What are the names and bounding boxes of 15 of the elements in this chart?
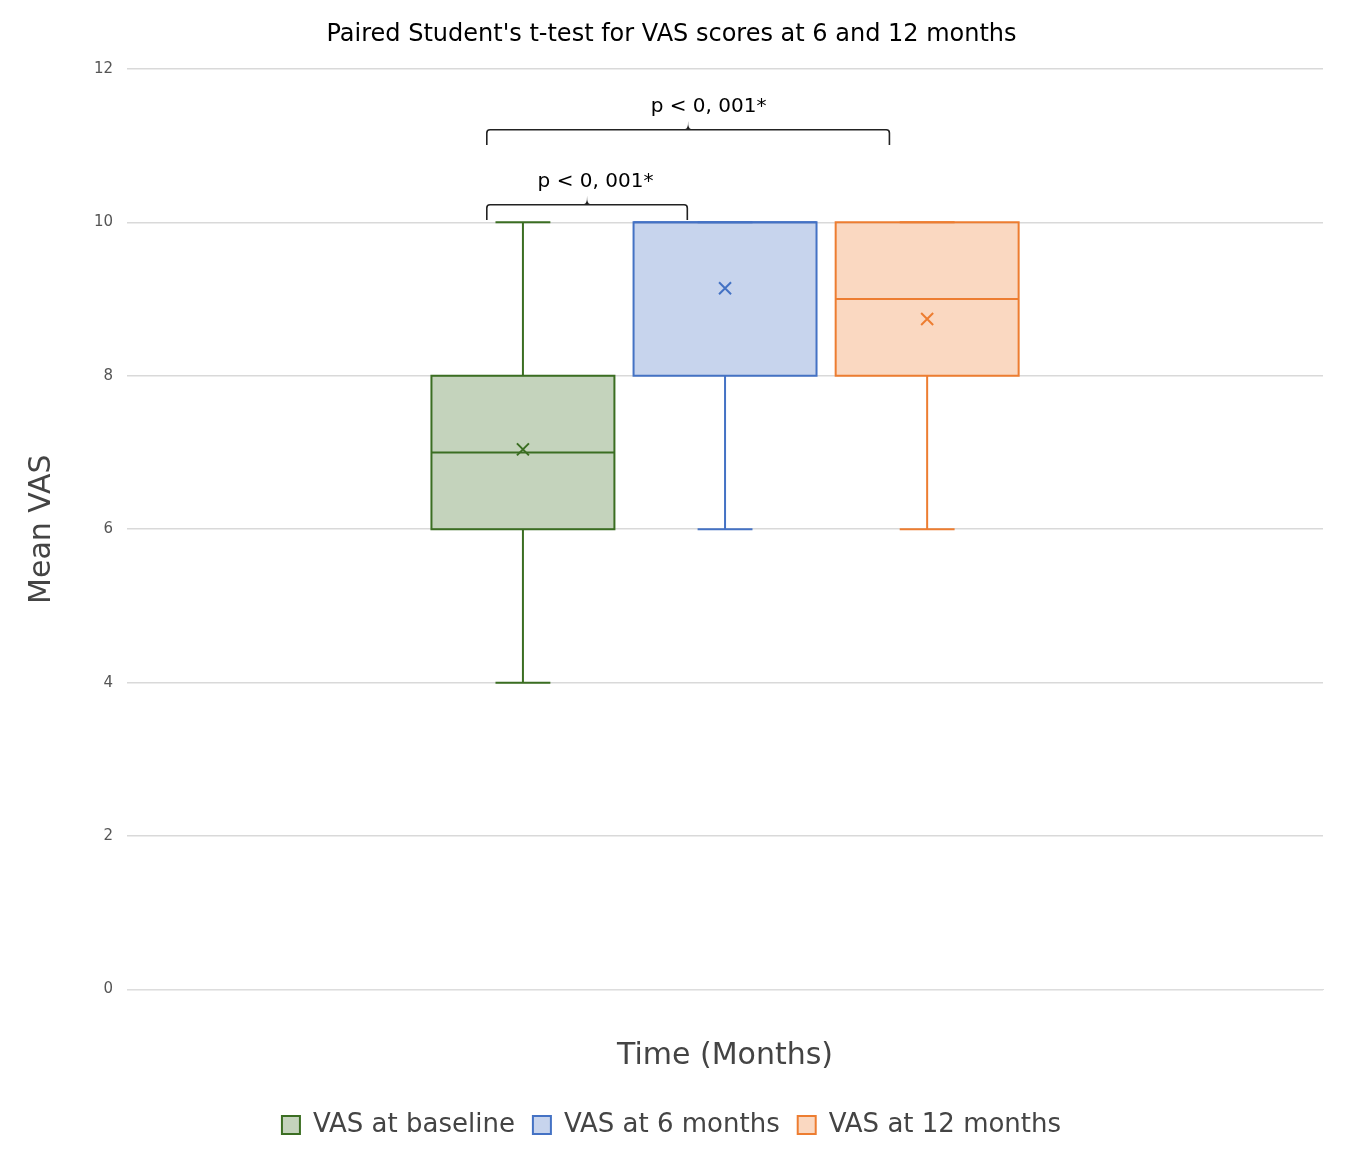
y-axis-title: Mean VAS bbox=[21, 454, 57, 604]
chart-title: Paired Student's t-test for VAS scores at 6 and 12 months bbox=[326, 18, 1017, 47]
legend-label: VAS at baseline bbox=[312, 1107, 515, 1138]
legend-label: VAS at 6 months bbox=[563, 1107, 780, 1138]
y-tick-label: 0 bbox=[103, 979, 114, 998]
annotation: p < 0, 001* bbox=[650, 93, 767, 118]
x-axis-title: Time (Months) bbox=[616, 1035, 834, 1071]
y-tick-label: 2 bbox=[103, 826, 114, 845]
legend-label: VAS at 12 months bbox=[828, 1107, 1062, 1138]
y-tick-label: 6 bbox=[103, 519, 114, 538]
y-tick-label: 12 bbox=[93, 58, 114, 77]
y-tick-label: 8 bbox=[103, 365, 114, 384]
y-tick-label: 10 bbox=[93, 212, 114, 231]
annotation: p < 0, 001* bbox=[537, 168, 654, 193]
y-tick-label: 4 bbox=[103, 672, 114, 691]
